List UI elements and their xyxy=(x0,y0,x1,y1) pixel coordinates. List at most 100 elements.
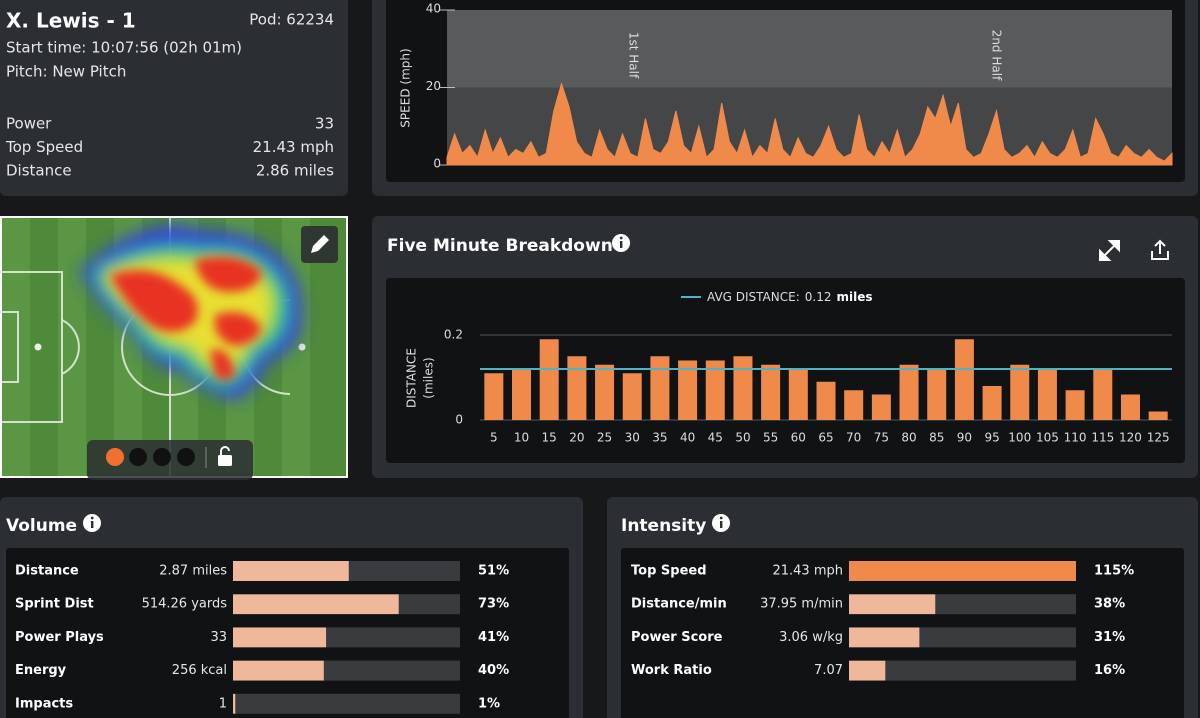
bar xyxy=(539,339,559,420)
x-tick-label: 55 xyxy=(763,431,778,445)
bar xyxy=(484,373,504,420)
bar xyxy=(650,356,670,420)
x-tick-label: 120 xyxy=(1119,431,1142,445)
bar xyxy=(705,360,725,420)
metric-value: 256 kcal xyxy=(172,663,227,678)
breakdown-chart: 0 0.2 DISTANCE (miles) 5 10 15 20 25 30 35 40 45 50 55… xyxy=(405,290,1172,445)
share-icon[interactable] xyxy=(1151,239,1169,260)
bar xyxy=(622,373,642,420)
metric-percent: 51% xyxy=(478,564,509,579)
annotation: 1st Half xyxy=(626,32,640,79)
metric-percent: 38% xyxy=(1094,597,1125,612)
bar xyxy=(567,356,587,420)
info-icon[interactable] xyxy=(612,234,630,252)
x-tick-label: 25 xyxy=(597,431,612,445)
metric-label: Sprint Dist xyxy=(15,597,94,612)
y-tick-label: 40 xyxy=(426,2,441,16)
intensity-rows: Top Speed 21.43 mph 115% Distance/min 37.95 … xyxy=(631,561,1134,681)
volume-rows: Distance 2.87 miles 51% Sprint Dist 514.26 y… xyxy=(15,561,509,714)
bar xyxy=(733,356,753,420)
metric-value: 3.06 w/kg xyxy=(779,630,843,645)
x-tick-label: 15 xyxy=(542,431,557,445)
lock-icon[interactable] xyxy=(218,446,232,466)
stat-value: 33 xyxy=(315,115,334,133)
x-tick-label: 70 xyxy=(846,431,861,445)
metric-value: 1 xyxy=(219,696,227,711)
bar xyxy=(761,364,781,420)
bar xyxy=(678,360,698,420)
x-tick-label: 125 xyxy=(1147,431,1170,445)
breakdown-title: Five Minute Breakdown xyxy=(387,236,613,256)
bar xyxy=(233,627,327,648)
x-tick-label: 60 xyxy=(791,431,806,445)
bar xyxy=(899,364,919,420)
upper-band xyxy=(447,10,1172,88)
bar xyxy=(1148,411,1168,420)
stat-value: 21.43 mph xyxy=(253,138,334,156)
x-tick-label: 115 xyxy=(1091,431,1114,445)
volume-title: Volume xyxy=(6,516,77,536)
y-tick-label: 0.2 xyxy=(444,328,463,342)
metric-percent: 40% xyxy=(478,663,509,678)
bar xyxy=(1010,364,1030,420)
bar xyxy=(512,369,532,420)
info-icon[interactable] xyxy=(83,514,101,532)
y-axis-label: SPEED (mph) xyxy=(399,48,413,127)
metric-value: 514.26 yards xyxy=(142,597,228,612)
x-tick-label: 30 xyxy=(625,431,640,445)
player-stats: Power 33 Top Speed 21.43 mph Distance 2.86 mi… xyxy=(5,115,334,180)
bar xyxy=(816,381,836,420)
layer-dot[interactable] xyxy=(106,448,124,466)
stat-label: Distance xyxy=(6,162,72,180)
bar xyxy=(871,394,891,420)
bar xyxy=(954,339,974,420)
x-tick-label: 65 xyxy=(818,431,833,445)
bar-track xyxy=(849,660,1076,681)
x-tick-label: 5 xyxy=(490,431,498,445)
metric-label: Distance xyxy=(15,564,79,579)
layer-dot[interactable] xyxy=(129,448,147,466)
x-tick-label: 85 xyxy=(929,431,944,445)
metric-label: Power Score xyxy=(631,630,723,645)
bar xyxy=(788,369,808,420)
edit-icon xyxy=(311,235,329,253)
x-tick-label: 95 xyxy=(984,431,999,445)
x-tick-label: 40 xyxy=(680,431,695,445)
annotation: 2nd Half xyxy=(990,30,1004,81)
x-tick-label: 50 xyxy=(735,431,750,445)
bar xyxy=(849,594,936,615)
x-tick-label: 100 xyxy=(1008,431,1031,445)
legend-value: 0.12 xyxy=(805,290,832,304)
bar xyxy=(1093,369,1113,420)
x-tick-label: 35 xyxy=(652,431,667,445)
metric-label: Work Ratio xyxy=(631,663,712,678)
speed-chart: 0 20 40 SPEED (mph) 1st Half 2nd Half xyxy=(399,2,1173,171)
pitch: Pitch: New Pitch xyxy=(6,63,126,81)
x-tick-label: 105 xyxy=(1036,431,1059,445)
metric-value: 2.87 miles xyxy=(159,564,227,579)
legend-text: AVG DISTANCE: 0.12 miles xyxy=(707,290,872,304)
layer-dot[interactable] xyxy=(177,448,195,466)
metric-percent: 41% xyxy=(478,630,509,645)
expand-icon[interactable] xyxy=(1099,240,1120,261)
intensity-title: Intensity xyxy=(621,516,706,536)
metric-label: Power Plays xyxy=(15,630,104,645)
x-tick-label: 110 xyxy=(1064,431,1087,445)
x-tick-label: 10 xyxy=(514,431,529,445)
start-time: Start time: 10:07:56 (02h 01m) xyxy=(6,39,242,57)
bar xyxy=(233,561,349,581)
y-axis-label: (miles) xyxy=(422,357,436,398)
x-tick-label: 90 xyxy=(957,431,972,445)
layer-dot[interactable] xyxy=(153,448,171,466)
metric-value: 21.43 mph xyxy=(772,564,843,579)
metric-label: Impacts xyxy=(15,696,73,711)
info-icon[interactable] xyxy=(712,514,730,532)
bar xyxy=(844,390,864,420)
metric-value: 7.07 xyxy=(814,663,843,678)
bar-track xyxy=(233,693,460,714)
bar xyxy=(1037,369,1057,420)
metric-percent: 31% xyxy=(1094,630,1125,645)
bar xyxy=(849,660,886,681)
speed-area xyxy=(446,81,1173,166)
pod: Pod: 62234 xyxy=(249,11,334,29)
